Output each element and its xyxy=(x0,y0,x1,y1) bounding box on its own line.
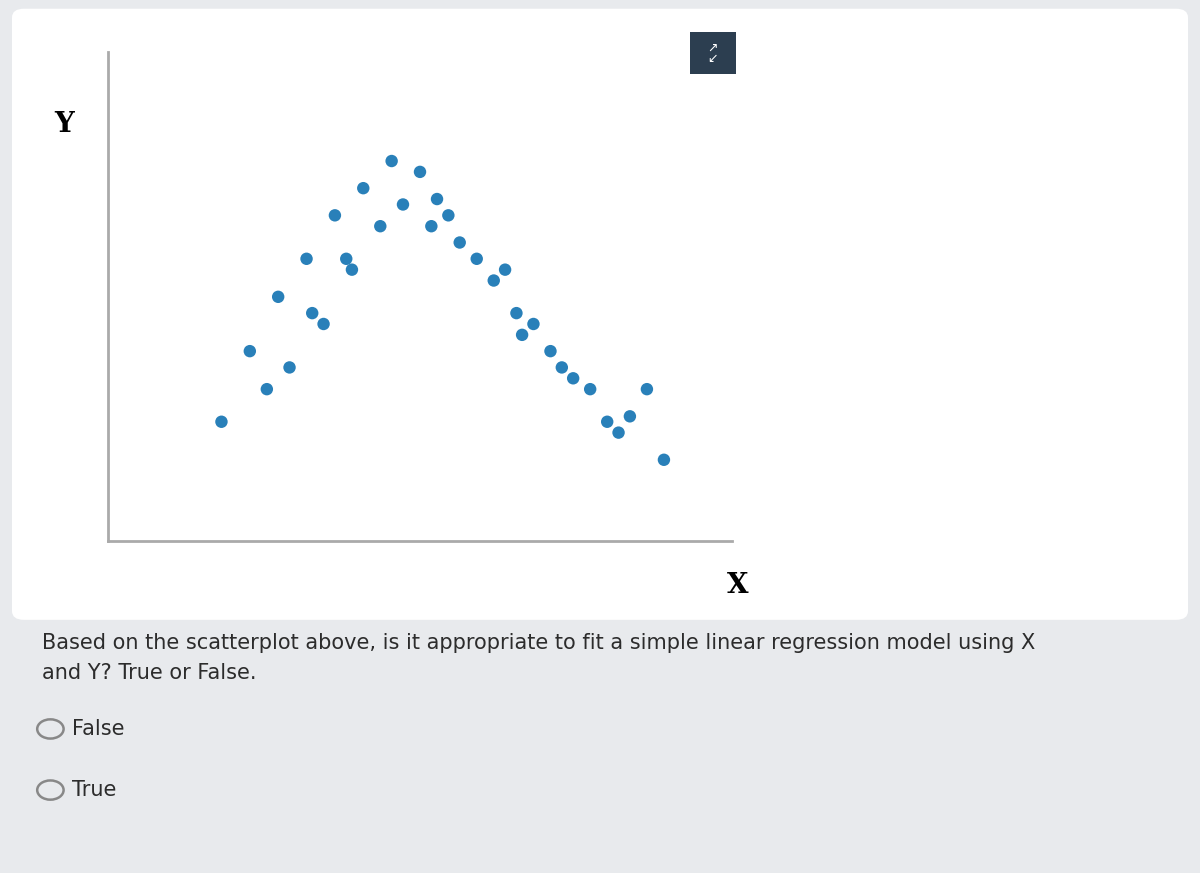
Point xyxy=(269,290,288,304)
Point xyxy=(212,415,232,429)
Text: Y: Y xyxy=(54,111,74,138)
Point xyxy=(552,361,571,375)
Text: ↗
↙: ↗ ↙ xyxy=(708,41,718,65)
Text: False: False xyxy=(72,719,125,739)
Point xyxy=(337,251,356,265)
Point xyxy=(280,361,299,375)
Point xyxy=(296,251,316,265)
Point xyxy=(354,182,373,196)
Point xyxy=(512,328,532,342)
Point xyxy=(620,409,640,423)
Point xyxy=(302,306,322,320)
Point xyxy=(314,317,334,331)
Point xyxy=(506,306,526,320)
Point xyxy=(484,273,503,287)
Point xyxy=(439,209,458,223)
Text: X: X xyxy=(727,572,749,599)
Point xyxy=(394,197,413,211)
Point xyxy=(325,209,344,223)
Point xyxy=(608,426,628,440)
Point xyxy=(257,382,276,396)
Point xyxy=(524,317,544,331)
Point xyxy=(342,263,361,277)
Point xyxy=(240,344,259,358)
Point xyxy=(450,236,469,250)
Point xyxy=(654,453,673,467)
Point xyxy=(598,415,617,429)
Point xyxy=(496,263,515,277)
Point xyxy=(581,382,600,396)
Point xyxy=(564,371,583,385)
Point xyxy=(427,192,446,206)
Point xyxy=(467,251,486,265)
Text: Based on the scatterplot above, is it appropriate to fit a simple linear regress: Based on the scatterplot above, is it ap… xyxy=(42,633,1036,683)
Point xyxy=(382,154,401,168)
Point xyxy=(371,219,390,233)
Point xyxy=(410,165,430,179)
Text: True: True xyxy=(72,780,116,800)
Point xyxy=(421,219,440,233)
Point xyxy=(637,382,656,396)
Point xyxy=(541,344,560,358)
